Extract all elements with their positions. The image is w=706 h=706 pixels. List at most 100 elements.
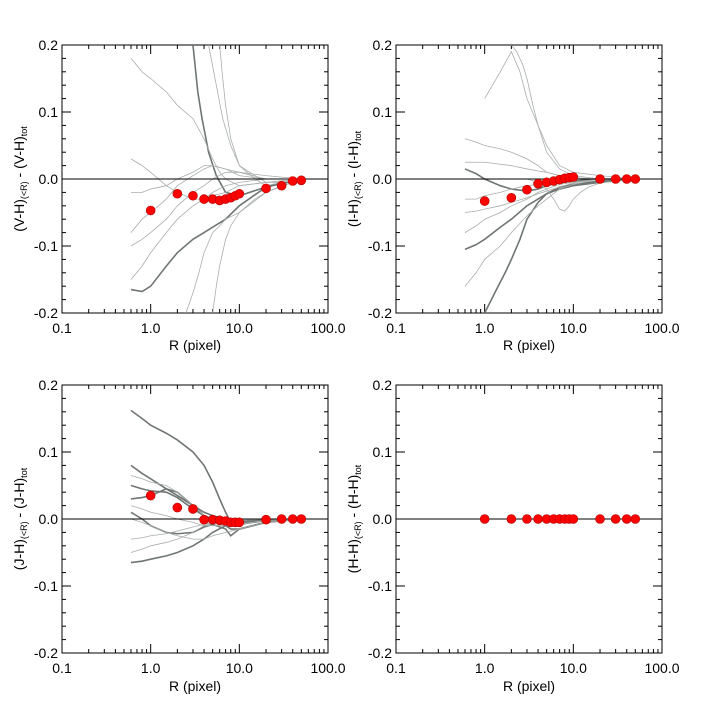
data-point <box>506 514 517 524</box>
x-axis-title: R (pixel) <box>503 678 555 694</box>
axis-ticks <box>395 44 662 314</box>
y-tick-label: 0.2 <box>373 377 393 393</box>
data-point <box>188 504 198 514</box>
model-curve <box>464 178 636 213</box>
y-tick-label: 0.1 <box>373 444 393 460</box>
model-curve <box>130 518 302 540</box>
data-point <box>595 514 605 524</box>
data-point <box>172 188 183 199</box>
x-tick-label: 1.0 <box>141 660 161 676</box>
x-tick-label: 0.1 <box>52 660 72 676</box>
data-point <box>610 514 621 524</box>
y-title-part: - (V-H) <box>11 136 27 181</box>
model-curve <box>130 171 302 247</box>
model-curve <box>130 518 302 540</box>
tick-labels: 0.1 1.0 10.0 100.0 -0.2 -0.1 0.0 0.1 0.2 <box>34 37 346 336</box>
data-point <box>533 514 543 524</box>
tick-labels: 0.1 1.0 10.0 100.0 -0.2 -0.1 0.0 0.1 0.2 <box>368 37 680 336</box>
data-points <box>479 172 641 206</box>
data-point <box>261 514 271 525</box>
y-tick-label: 0.1 <box>373 104 393 120</box>
y-tick-label: -0.2 <box>368 645 392 661</box>
y-tick-label: -0.1 <box>368 578 392 594</box>
y-title-part: (I-H) <box>345 199 361 227</box>
data-point <box>145 205 156 216</box>
y-tick-label: -0.1 <box>34 238 58 254</box>
y-tick-label: 0.1 <box>39 444 59 460</box>
y-tick-label: -0.2 <box>34 305 58 321</box>
x-tick-label: 10.0 <box>560 320 587 336</box>
y-title-sub: tot <box>19 467 29 478</box>
y-tick-label: 0.0 <box>373 511 393 527</box>
y-title-sub: (<R) <box>353 521 363 539</box>
y-tick-label: 0.1 <box>39 104 59 120</box>
y-title-part: (H-H) <box>345 539 361 573</box>
model-curve <box>130 409 302 526</box>
x-tick-label: 10.0 <box>226 660 253 676</box>
y-tick-label: 0.0 <box>373 171 393 187</box>
y-tick-label: 0.2 <box>39 377 59 393</box>
y-title-part: - (I-H) <box>345 141 361 181</box>
y-tick-label: -0.2 <box>368 305 392 321</box>
y-axis-title: (I-H)(<R) - (I-H)tot <box>345 130 363 227</box>
model-curve <box>511 45 636 180</box>
x-tick-label: 0.1 <box>386 660 406 676</box>
x-tick-label: 1.0 <box>475 660 495 676</box>
axis-ticks <box>61 44 328 314</box>
y-tick-label: -0.2 <box>34 645 58 661</box>
data-point <box>296 514 307 524</box>
x-axis-title: R (pixel) <box>169 337 221 353</box>
data-point <box>276 180 287 191</box>
data-point <box>568 172 579 182</box>
data-point <box>172 502 183 513</box>
y-tick-label: 0.2 <box>373 37 393 53</box>
data-point <box>276 514 287 524</box>
x-tick-label: 100.0 <box>310 660 345 676</box>
x-tick-label: 1.0 <box>475 320 495 336</box>
data-point <box>188 190 198 201</box>
x-tick-label: 100.0 <box>644 320 679 336</box>
model-curve <box>464 178 636 233</box>
y-title-sub: (<R) <box>353 181 363 199</box>
data-point <box>522 514 532 524</box>
y-axis-title: (H-H)(<R) - (H-H)tot <box>345 464 363 573</box>
y-title-part: (V-H) <box>11 199 27 232</box>
y-axis-title: (V-H)(<R) - (V-H)tot <box>11 126 29 232</box>
y-tick-label: 0.2 <box>39 37 59 53</box>
data-points <box>479 514 641 524</box>
tick-labels: 0.1 1.0 10.0 100.0 -0.2 -0.1 0.0 0.1 0.2 <box>34 377 346 676</box>
data-point <box>234 188 245 199</box>
data-point <box>506 192 517 203</box>
panel-jh: 0.1 1.0 10.0 100.0 -0.2 -0.1 0.0 0.1 0.2 R (pixe… <box>11 377 346 694</box>
data-point <box>621 514 632 524</box>
model-curve <box>208 45 302 183</box>
x-axis-title: R (pixel) <box>503 337 555 353</box>
tick-labels: 0.1 1.0 10.0 100.0 -0.2 -0.1 0.0 0.1 0.2 <box>368 377 680 676</box>
model-curve <box>219 45 302 187</box>
data-point <box>522 184 532 195</box>
y-title-part: (J-H) <box>11 539 27 570</box>
data-point <box>621 174 632 184</box>
data-point <box>610 174 621 184</box>
data-point <box>533 178 543 189</box>
data-point <box>630 174 641 184</box>
y-tick-label: -0.1 <box>34 578 58 594</box>
data-point <box>287 514 298 524</box>
x-tick-label: 0.1 <box>386 320 406 336</box>
data-point <box>234 517 245 528</box>
model-curve <box>464 178 636 287</box>
model-curves <box>130 409 302 564</box>
model-curve <box>192 45 302 197</box>
x-tick-label: 1.0 <box>141 320 161 336</box>
x-tick-label: 100.0 <box>310 320 345 336</box>
data-point <box>261 183 271 194</box>
y-title-part: - (J-H) <box>11 478 27 522</box>
axis-ticks <box>395 384 662 654</box>
data-point <box>199 194 209 204</box>
model-curve <box>130 178 302 293</box>
data-point <box>479 196 490 206</box>
x-axis-title: R (pixel) <box>169 678 221 694</box>
y-tick-label: 0.0 <box>39 511 59 527</box>
data-point <box>595 174 605 184</box>
